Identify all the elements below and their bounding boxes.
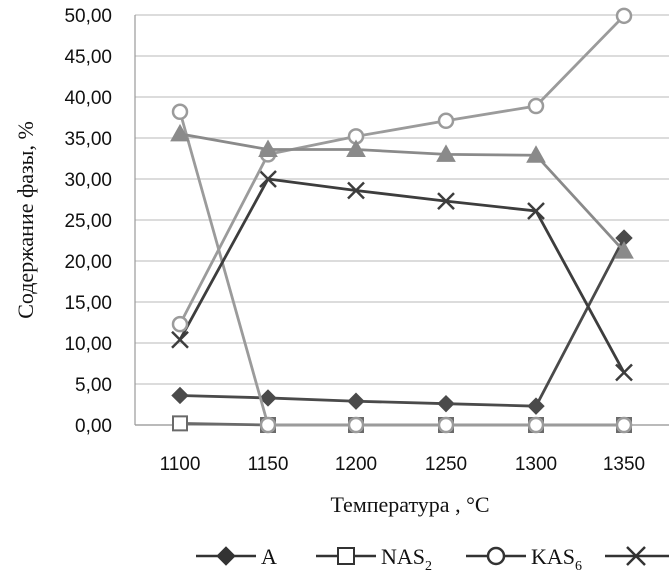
x-tick-label: 1350 — [603, 454, 645, 475]
data-point — [172, 415, 188, 432]
series-4 — [171, 170, 633, 382]
x-tick-label: 1150 — [248, 454, 289, 475]
data-point — [615, 363, 633, 382]
series-line — [179, 132, 626, 253]
series-line — [179, 237, 626, 408]
legend-item-4 — [605, 546, 669, 566]
x-tick-label: 1250 — [425, 454, 467, 475]
data-point — [347, 181, 365, 200]
legend-label: KAS6 — [531, 544, 582, 574]
data-point — [347, 392, 365, 410]
x-tick-label: 1200 — [335, 454, 377, 475]
series-6 — [170, 123, 634, 259]
y-tick-label: 50,00 — [64, 6, 112, 27]
data-point — [527, 416, 545, 434]
data-point — [527, 202, 545, 220]
legend-marker — [337, 547, 355, 565]
legend: A NAS2 KAS6 — [196, 544, 669, 574]
data-point — [527, 97, 545, 115]
x-tick-label: 1300 — [515, 454, 557, 475]
y-tick-label: 25,00 — [64, 211, 112, 232]
y-tick-label: 5,00 — [75, 375, 112, 396]
data-point — [437, 416, 455, 434]
data-point — [259, 170, 277, 188]
data-point — [437, 112, 455, 130]
y-tick-label: 0,00 — [75, 416, 112, 437]
y-tick-labels: 0,00 5,00 10,00 15,00 20,00 25,00 30,00 35,00 40… — [64, 6, 112, 437]
data-point — [347, 416, 365, 434]
data-point — [259, 416, 277, 434]
y-tick-label: 35,00 — [64, 129, 112, 150]
y-tick-label: 45,00 — [64, 47, 112, 68]
data-point — [615, 416, 633, 434]
series-line — [178, 111, 624, 427]
data-point — [346, 139, 366, 157]
legend-item-3: KAS6 — [466, 544, 582, 574]
data-point — [170, 123, 190, 142]
data-point — [437, 192, 455, 211]
series-line — [178, 14, 626, 325]
data-point — [436, 144, 456, 162]
y-tick-label: 20,00 — [64, 252, 112, 273]
legend-marker — [626, 546, 646, 566]
legend-item-2: NAS2 — [316, 544, 432, 574]
data-point — [437, 394, 455, 413]
series-1 — [171, 229, 633, 415]
y-tick-label: 10,00 — [64, 334, 112, 355]
x-axis-title: Температура , °С — [330, 492, 489, 517]
x-tick-label: 1100 — [160, 454, 201, 475]
data-point — [171, 315, 189, 333]
data-point — [171, 103, 189, 121]
data-point — [171, 330, 189, 349]
legend-marker — [486, 546, 506, 566]
data-point — [258, 139, 278, 157]
series-5 — [171, 7, 633, 333]
data-point — [259, 389, 277, 407]
grid-lines — [135, 14, 669, 426]
y-tick-label: 15,00 — [64, 293, 112, 314]
y-tick-label: 30,00 — [64, 170, 112, 191]
series-3 — [171, 103, 633, 434]
data-point — [171, 386, 189, 405]
y-axis-title: Содержание фазы, % — [13, 121, 38, 319]
y-tick-label: 40,00 — [64, 88, 112, 109]
data-point — [526, 145, 546, 163]
legend-marker — [216, 546, 236, 566]
series-lines — [170, 7, 634, 434]
x-tick-labels: 1100 1150 1200 1250 1300 1350 — [160, 454, 646, 475]
data-point — [527, 397, 545, 415]
data-point — [614, 241, 634, 259]
legend-label: A — [261, 544, 277, 569]
legend-label: NAS2 — [381, 544, 432, 574]
series-line — [178, 177, 626, 374]
data-point — [615, 7, 633, 25]
legend-item-1: A — [196, 544, 277, 569]
